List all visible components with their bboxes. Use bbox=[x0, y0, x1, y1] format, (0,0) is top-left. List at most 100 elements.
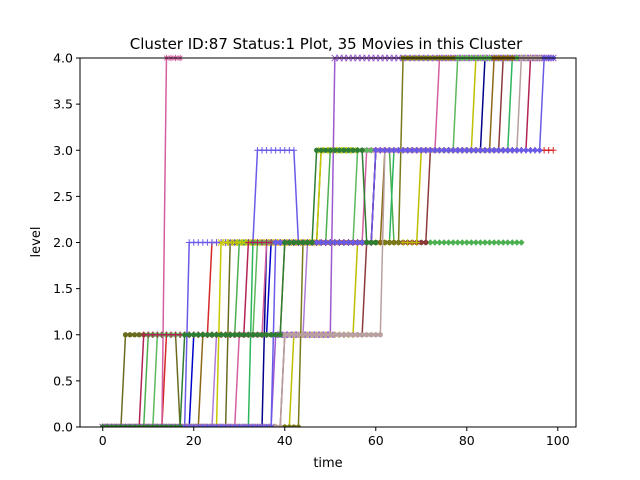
series-20-marker bbox=[323, 147, 329, 153]
series-5-marker bbox=[440, 239, 448, 246]
series-18-marker bbox=[295, 332, 302, 338]
series-5-marker bbox=[495, 239, 502, 246]
series-5-marker bbox=[477, 239, 484, 246]
series-20-marker bbox=[104, 424, 110, 427]
series-19-marker bbox=[181, 423, 188, 427]
series-19-marker bbox=[531, 147, 539, 154]
series-19-marker bbox=[349, 239, 357, 246]
series-19-marker bbox=[277, 239, 284, 246]
series-18-marker bbox=[273, 424, 279, 427]
series-5-marker bbox=[449, 239, 457, 246]
series-19-marker bbox=[404, 147, 411, 154]
series-19-marker bbox=[199, 423, 207, 427]
series-19-marker bbox=[254, 423, 261, 427]
y-tick-label: 3.0 bbox=[53, 143, 73, 158]
series-19-marker bbox=[245, 423, 252, 427]
series-14-marker bbox=[291, 424, 297, 427]
series-20-marker bbox=[204, 332, 211, 338]
series-19-marker bbox=[327, 239, 334, 246]
series-19-marker bbox=[226, 423, 234, 427]
series-20-marker bbox=[150, 424, 156, 427]
series-14-marker bbox=[382, 239, 388, 246]
series-20-marker bbox=[172, 424, 179, 427]
series-9-marker bbox=[418, 239, 424, 246]
series-18-marker bbox=[341, 332, 347, 338]
series-19-marker bbox=[386, 147, 393, 154]
series-5-marker bbox=[504, 239, 511, 246]
series-20-marker bbox=[136, 424, 142, 427]
series-20-marker bbox=[277, 332, 283, 338]
series-20-marker bbox=[122, 424, 129, 427]
series-20-marker bbox=[177, 424, 183, 427]
series-1-marker bbox=[122, 332, 129, 338]
series-20-marker bbox=[304, 239, 311, 246]
series-5-marker bbox=[499, 239, 507, 246]
x-tick-label: 20 bbox=[186, 433, 202, 448]
series-14-marker bbox=[395, 239, 402, 246]
series-20-marker bbox=[159, 424, 165, 427]
series-20-marker bbox=[373, 239, 379, 246]
series-19-marker bbox=[204, 423, 211, 427]
series-19-marker bbox=[408, 147, 416, 154]
series-20-marker bbox=[186, 332, 192, 338]
axis-layer: 0 20 40 60 80 100 0.0 0.5 1.0 1.5 2.0 2.5 3.0 3.5 4.0 bbox=[53, 51, 577, 448]
series-19-marker bbox=[236, 423, 243, 427]
series-20-marker bbox=[113, 424, 120, 427]
series-19-marker bbox=[313, 239, 320, 246]
series-20-marker bbox=[109, 424, 115, 427]
series-19-marker bbox=[345, 239, 352, 246]
series-19-marker bbox=[436, 147, 443, 154]
series-5-marker bbox=[481, 239, 489, 246]
series-20-marker bbox=[336, 147, 342, 153]
series-19-marker bbox=[336, 239, 343, 246]
series-20-marker bbox=[168, 424, 174, 427]
series-19-marker bbox=[431, 147, 439, 154]
series-20-marker bbox=[154, 424, 160, 427]
series-20-marker bbox=[141, 424, 147, 427]
series-19-marker bbox=[422, 147, 430, 154]
series-19-marker bbox=[399, 147, 407, 154]
series-19-marker bbox=[513, 147, 521, 154]
series-20-marker bbox=[132, 424, 138, 427]
series-5-marker bbox=[436, 239, 443, 246]
series-1-marker bbox=[136, 332, 142, 338]
series-9-marker bbox=[423, 239, 429, 246]
series-20-marker bbox=[213, 332, 220, 338]
series-18-marker bbox=[345, 332, 352, 338]
series-18-marker bbox=[309, 332, 315, 338]
series-5-marker bbox=[490, 239, 498, 246]
series-18-marker bbox=[282, 332, 288, 338]
series-20-marker bbox=[268, 332, 274, 338]
y-tick-label: 4.0 bbox=[53, 51, 73, 66]
series-19-marker bbox=[395, 147, 402, 154]
series-19-marker bbox=[468, 147, 475, 154]
series-5-marker bbox=[468, 239, 475, 246]
series-14-marker bbox=[295, 424, 302, 427]
series-19-marker bbox=[377, 147, 384, 154]
series-19-marker bbox=[427, 147, 434, 154]
series-20-marker bbox=[300, 239, 306, 246]
series-20-marker bbox=[350, 147, 356, 153]
series-20-marker bbox=[291, 239, 297, 246]
series-13-marker bbox=[413, 239, 420, 246]
series-20-marker bbox=[223, 332, 229, 338]
series-18-marker bbox=[327, 332, 333, 338]
series-20-marker bbox=[309, 239, 315, 246]
series-20-marker bbox=[282, 239, 288, 246]
series-20-marker bbox=[118, 424, 124, 427]
series-5-marker bbox=[454, 239, 461, 246]
series-19-marker bbox=[381, 147, 389, 154]
y-tick-label: 1.0 bbox=[53, 327, 73, 342]
series-19-marker bbox=[354, 239, 361, 246]
series-19-marker bbox=[440, 147, 448, 154]
series-12-marker bbox=[267, 423, 275, 427]
series-19-marker bbox=[527, 147, 534, 154]
series-3-marker bbox=[290, 147, 298, 154]
series-19-marker bbox=[331, 239, 339, 246]
series-19-marker bbox=[263, 423, 270, 427]
series-18-marker bbox=[304, 332, 311, 338]
series-19-marker bbox=[504, 147, 511, 154]
series-19 bbox=[99, 54, 557, 427]
series-18-marker bbox=[332, 332, 338, 338]
